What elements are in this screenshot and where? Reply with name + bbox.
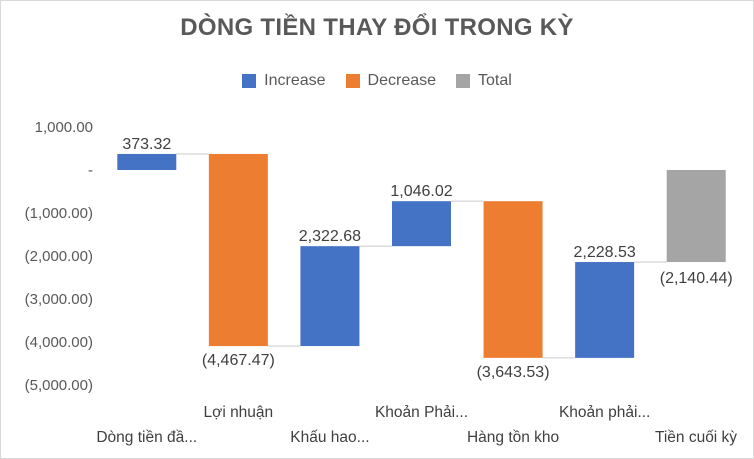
- legend-swatch-total: [456, 74, 471, 88]
- category-label: Khoản Phải...: [375, 404, 468, 421]
- legend-label-increase: Increase: [264, 72, 326, 89]
- category-label: Lợi nhuận: [204, 404, 274, 421]
- data-label: (3,643.53): [477, 364, 550, 381]
- y-tick-label: (3,000.00): [25, 291, 93, 308]
- chart-title: DÒNG TIỀN THAY ĐỔI TRONG KỲ: [180, 14, 574, 41]
- y-tick-label: (4,000.00): [25, 334, 93, 351]
- legend-swatch-increase: [242, 74, 257, 88]
- data-label: (4,467.47): [202, 352, 275, 369]
- category-label: Khoản phải...: [559, 404, 650, 421]
- legend: Increase Decrease Total: [0, 72, 754, 90]
- y-tick-label: 1,000.00: [35, 119, 93, 136]
- bar-increase: [300, 246, 360, 347]
- bar-increase: [392, 201, 451, 247]
- bar-decrease: [208, 153, 268, 347]
- legend-item-decrease: Decrease: [345, 72, 437, 90]
- y-tick-label: -: [88, 162, 93, 179]
- category-label: Dòng tiền đầ...: [96, 429, 197, 446]
- data-label: 2,322.68: [299, 228, 361, 245]
- category-label: Khấu hao...: [290, 429, 369, 446]
- data-label: 1,046.02: [390, 183, 452, 200]
- bar-increase: [575, 262, 635, 358]
- category-label: Tiền cuối kỳ: [655, 429, 737, 446]
- bar-decrease: [483, 201, 543, 358]
- legend-item-increase: Increase: [242, 72, 326, 90]
- bar-total: [666, 170, 726, 263]
- legend-item-total: Total: [456, 72, 512, 90]
- legend-label-total: Total: [478, 72, 512, 89]
- y-tick-label: (2,000.00): [25, 248, 93, 265]
- legend-label-decrease: Decrease: [367, 72, 437, 89]
- bar-increase: [117, 153, 177, 170]
- legend-swatch-decrease: [345, 74, 360, 88]
- y-tick-label: (5,000.00): [25, 377, 93, 394]
- data-label: 373.32: [122, 136, 171, 153]
- category-label: Hàng tồn kho: [467, 429, 559, 446]
- y-tick-label: (1,000.00): [25, 205, 93, 222]
- data-label: 2,228.53: [574, 244, 636, 261]
- data-label: (2,140.44): [660, 270, 733, 287]
